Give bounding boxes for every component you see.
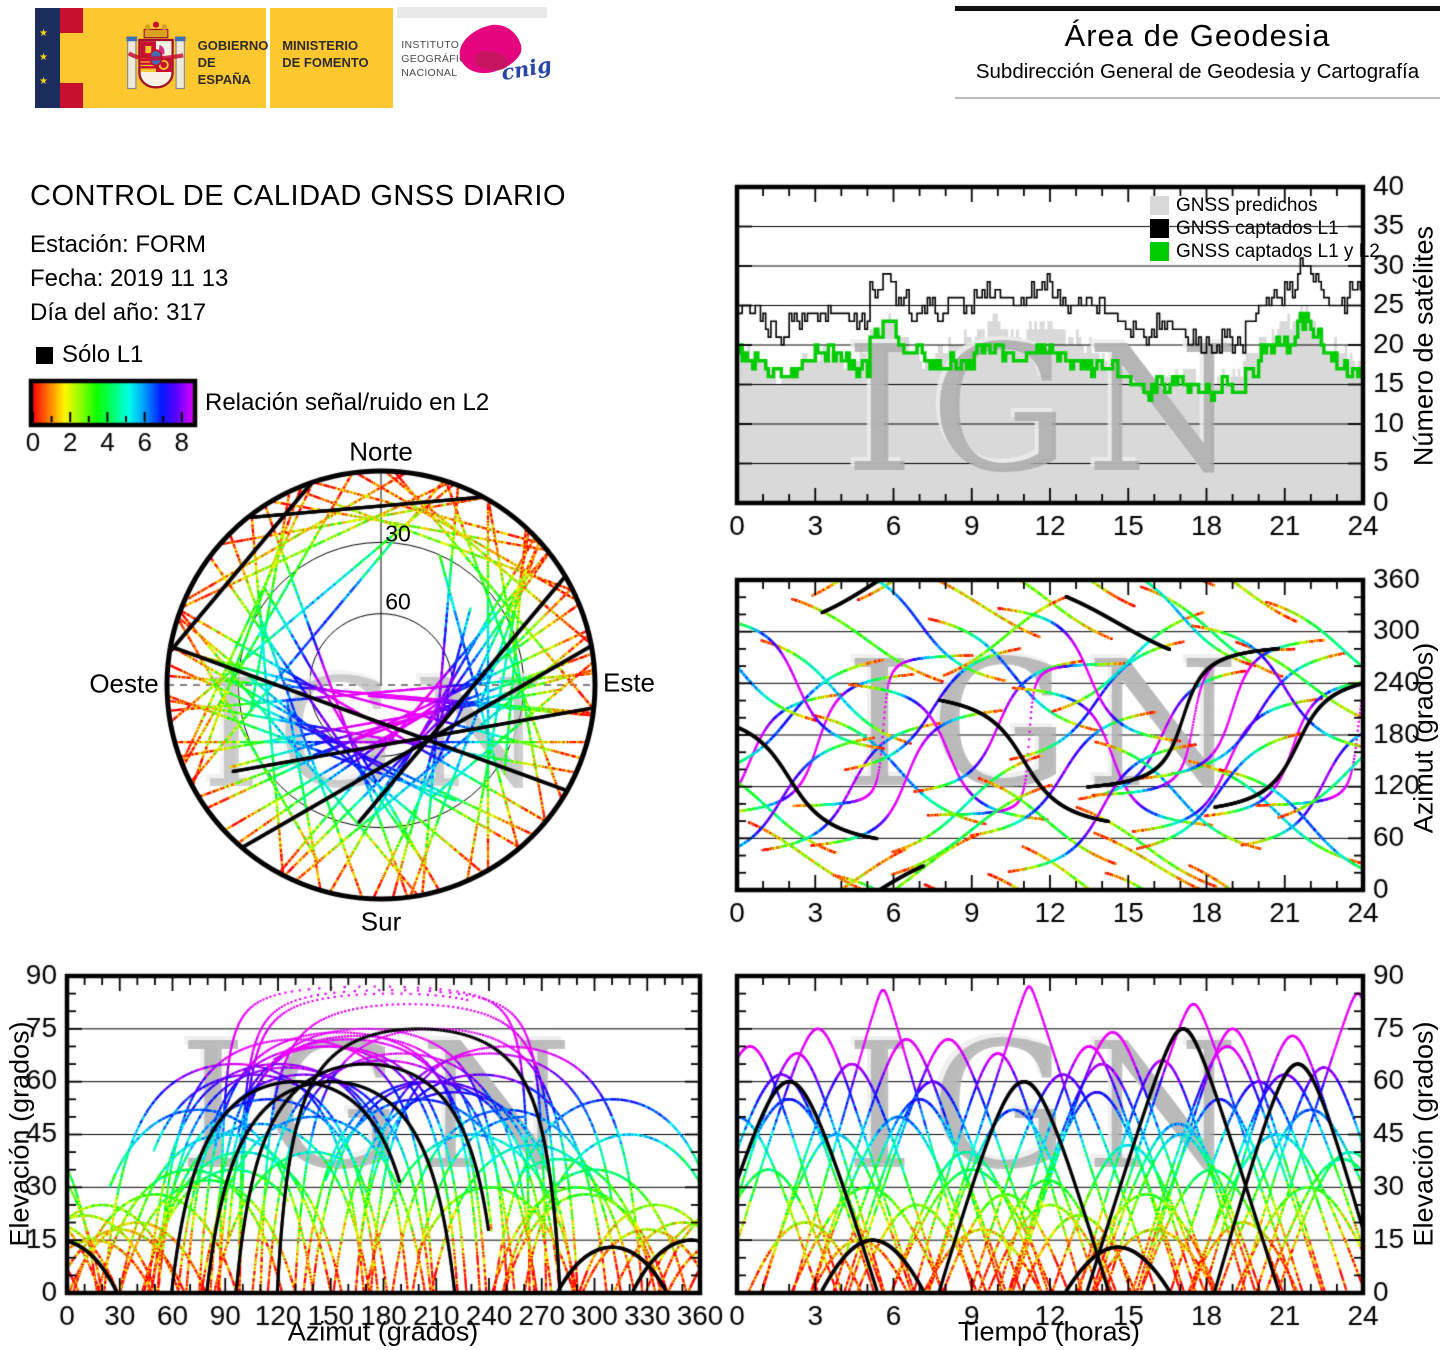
solo-l1-label: Sólo L1: [62, 341, 144, 368]
azimut-xlabel: Azimut (grados): [287, 1316, 479, 1347]
black-square-icon: [36, 346, 53, 364]
legend-item-captados-l1: GNSS captados L1: [1150, 217, 1380, 240]
star-icon: ★: [39, 52, 48, 63]
spain-flag-stripe: [59, 8, 83, 108]
green-swatch-icon: [1150, 242, 1169, 261]
legend-item-captados-l1l2: GNSS captados L1 y L2: [1150, 240, 1380, 263]
ring-30-label: 30: [385, 520, 411, 547]
flag-yellow-band: [59, 33, 83, 83]
star-icon: ★: [39, 28, 48, 39]
government-logo-block: ★ ★ ★: [35, 7, 560, 108]
flag-red-band: [59, 83, 83, 108]
header-rule-bottom: [955, 97, 1440, 99]
ring-60-label: 60: [385, 588, 411, 615]
gobierno-panel: GOBIERNO DE ESPAÑA: [82, 8, 269, 108]
elevation-ylabel-right: Elevación (grados): [1408, 1021, 1439, 1247]
tiempo-xlabel: Tiempo (horas): [957, 1316, 1141, 1347]
skyplot-east-label: Este: [602, 667, 656, 698]
satcount-ylabel: Número de satélites: [1408, 225, 1439, 467]
area-title: Área de Geodesia: [1064, 18, 1331, 53]
skyplot-north-label: Norte: [349, 436, 413, 467]
legend-label: GNSS predichos: [1176, 194, 1318, 216]
date-line: Fecha: 2019 11 13: [30, 265, 229, 292]
area-subtitle: Subdirección General de Geodesia y Carto…: [975, 60, 1420, 83]
legend-item-predichos: GNSS predichos: [1150, 194, 1380, 217]
doy-line: Día del año: 317: [30, 299, 207, 326]
eu-flag-panel: ★ ★ ★: [35, 8, 60, 108]
skyplot-west-label: Oeste: [89, 668, 159, 699]
elevation-ylabel-left: Elevación (grados): [4, 1021, 35, 1247]
colorbar-caption: Relación señal/ruido en L2: [205, 389, 490, 416]
azimuth-ylabel: Azimut (grados): [1408, 642, 1439, 834]
header-rule-top: [955, 6, 1440, 11]
legend-label: GNSS captados L1: [1176, 217, 1339, 239]
gobierno-label: GOBIERNO DE ESPAÑA: [197, 38, 269, 87]
ministerio-label: MINISTERIO DE FOMENTO: [282, 38, 369, 70]
station-line: Estación: FORM: [30, 231, 207, 258]
satcount-legend: GNSS predichos GNSS captados L1 GNSS cap…: [1150, 194, 1380, 263]
black-swatch-icon: [1150, 219, 1169, 238]
ministerio-panel: MINISTERIO DE FOMENTO: [270, 8, 394, 108]
star-icon: ★: [39, 76, 48, 87]
flag-red-band: [59, 8, 83, 33]
ign-cnig-panel: INSTITUTO GEOGRÁFICO NACIONAL cnig: [397, 7, 560, 108]
gray-swatch-icon: [1150, 196, 1169, 215]
report-title: CONTROL DE CALIDAD GNSS DIARIO: [30, 180, 567, 212]
skyplot-south-label: Sur: [360, 906, 402, 937]
gray-top-bar: [397, 7, 548, 18]
solo-l1-legend: Sólo L1: [36, 341, 143, 369]
legend-label: GNSS captados L1 y L2: [1176, 240, 1380, 262]
instituto-label: INSTITUTO GEOGRÁFICO NACIONAL: [401, 39, 476, 80]
spain-coat-of-arms: [126, 21, 186, 90]
